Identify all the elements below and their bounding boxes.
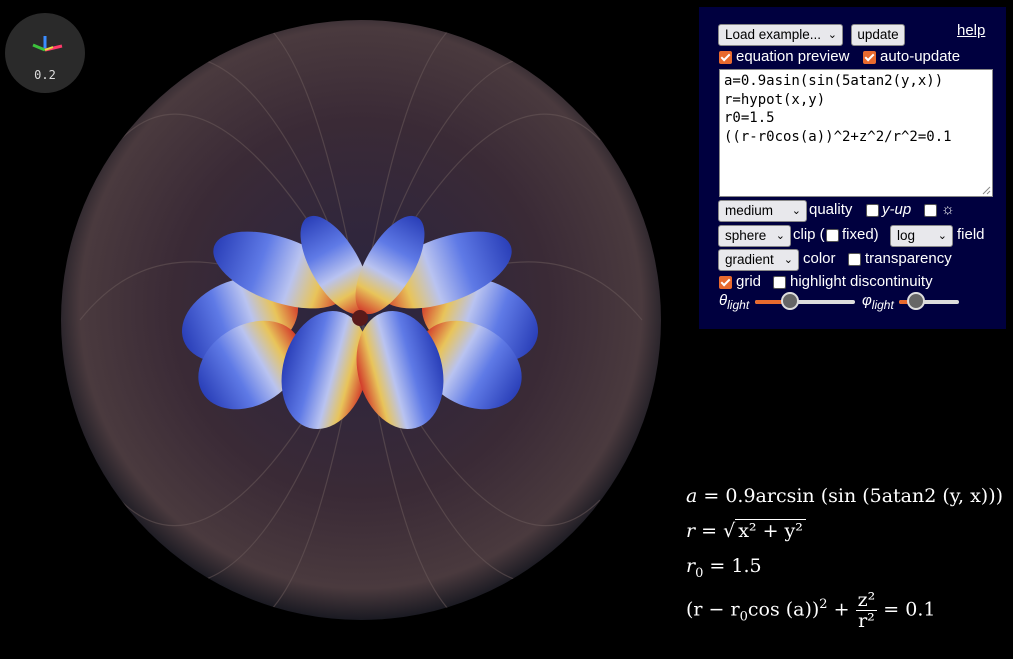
sun-checkbox[interactable] [924, 204, 937, 217]
sun-icon: ☼ [941, 201, 955, 218]
grid-label: grid [736, 273, 762, 290]
example-select[interactable]: Load example... ⌄ [718, 24, 843, 46]
equation-editor[interactable]: a=0.9asin(sin(5atan2(y,x)) r=hypot(x,y) … [719, 69, 993, 197]
clip-select[interactable]: sphere ⌄ [718, 225, 791, 247]
quality-label: quality [809, 201, 853, 218]
help-link[interactable]: help [957, 22, 986, 39]
phi-light-label: φlight [862, 292, 894, 312]
chevron-down-icon: ⌄ [827, 29, 837, 41]
zoom-value: 0.2 [34, 68, 56, 82]
math-line-1: a = 0.9arcsin (sin (5atan2 (y, x))) [686, 485, 1004, 507]
quality-select[interactable]: medium ⌄ [718, 200, 807, 222]
render-viewport[interactable] [60, 20, 662, 620]
chevron-down-icon: ⌄ [775, 230, 785, 242]
highlight-discontinuity-label: highlight discontinuity [790, 273, 933, 290]
theta-light-slider[interactable] [755, 291, 855, 311]
theta-light-label: θlight [719, 292, 750, 312]
resize-grip-icon[interactable] [982, 186, 991, 195]
axes-icon [32, 36, 63, 52]
chevron-down-icon: ⌄ [791, 205, 801, 217]
chevron-down-icon: ⌄ [783, 254, 793, 266]
equation-preview-label: equation preview [736, 48, 850, 65]
color-label: color [803, 250, 836, 267]
fixed-label: fixed) [842, 226, 879, 243]
math-line-3: r0 = 1.5 [686, 555, 762, 581]
highlight-discontinuity-checkbox[interactable] [773, 276, 786, 289]
phi-light-slider[interactable] [899, 291, 959, 311]
y-up-checkbox[interactable] [866, 204, 879, 217]
flower-surface [181, 215, 539, 429]
axes-widget[interactable]: 0.2 [5, 13, 85, 93]
math-line-2: r = √ x² + y² [686, 519, 806, 542]
control-panel: Load example... ⌄ update help equation pr… [699, 7, 1006, 329]
y-up-label: y-up [882, 201, 912, 218]
clip-label: clip ( [793, 226, 825, 243]
equation-preview-checkbox[interactable] [719, 51, 732, 64]
update-button[interactable]: update [851, 24, 905, 46]
fraction: z² r² [855, 589, 878, 632]
auto-update-label: auto-update [880, 48, 961, 65]
color-select[interactable]: gradient ⌄ [718, 249, 799, 271]
transparency-checkbox[interactable] [848, 253, 861, 266]
chevron-down-icon: ⌄ [937, 230, 947, 242]
grid-checkbox[interactable] [719, 276, 732, 289]
fixed-checkbox[interactable] [826, 229, 839, 242]
transparency-label: transparency [865, 250, 952, 267]
auto-update-checkbox[interactable] [863, 51, 876, 64]
field-select[interactable]: log ⌄ [890, 225, 953, 247]
field-label: field [957, 226, 985, 243]
math-line-4: (r − r0cos (a))2 + z² r² = 0.1 [686, 589, 936, 632]
